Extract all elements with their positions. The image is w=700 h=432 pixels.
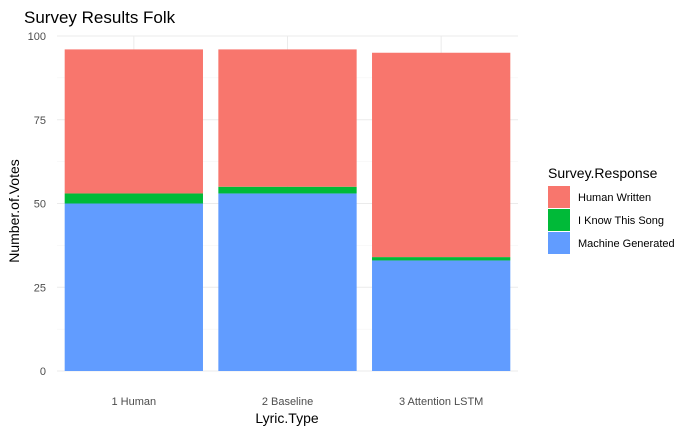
bar-segment-i-know-this-song bbox=[218, 186, 357, 194]
y-tick-label: 100 bbox=[28, 31, 46, 43]
legend-label-human-written: Human Written bbox=[578, 192, 651, 204]
y-tick-label: 75 bbox=[34, 115, 46, 127]
y-tick-label: 25 bbox=[34, 282, 46, 294]
bar-segment-i-know-this-song bbox=[64, 193, 203, 204]
x-tick-labels: 1 Human 2 Baseline 3 Attention LSTM bbox=[112, 396, 484, 408]
x-tick-label: 3 Attention LSTM bbox=[399, 396, 483, 408]
legend-label-i-know-this-song: I Know This Song bbox=[578, 215, 664, 227]
bar-segment-human-written bbox=[372, 52, 511, 258]
x-tick-label: 2 Baseline bbox=[262, 396, 313, 408]
bar-segment-human-written bbox=[64, 49, 203, 194]
bar-segment-human-written bbox=[218, 49, 357, 187]
bar-segment-machine-generated bbox=[218, 193, 357, 371]
y-tick-label: 50 bbox=[34, 199, 46, 211]
x-axis-title: Lyric.Type bbox=[255, 410, 318, 426]
legend-swatch-human-written bbox=[548, 186, 570, 208]
y-axis-title: Number.of.Votes bbox=[6, 159, 22, 263]
y-tick-label: 0 bbox=[40, 366, 46, 378]
legend-swatch-machine-generated bbox=[548, 232, 570, 254]
y-tick-labels: 0 25 50 75 100 bbox=[28, 31, 46, 378]
bar-segment-machine-generated bbox=[64, 203, 203, 371]
bar-segment-machine-generated bbox=[372, 260, 511, 371]
bar-segment-i-know-this-song bbox=[372, 257, 511, 261]
legend-swatch-i-know-this-song bbox=[548, 209, 570, 231]
bars bbox=[64, 49, 511, 371]
x-tick-label: 1 Human bbox=[112, 396, 157, 408]
legend: Survey.Response Human Written I Know This… bbox=[548, 165, 675, 254]
legend-label-machine-generated: Machine Generated bbox=[578, 238, 675, 250]
legend-title: Survey.Response bbox=[548, 165, 658, 181]
chart-title: Survey Results Folk bbox=[24, 8, 176, 27]
